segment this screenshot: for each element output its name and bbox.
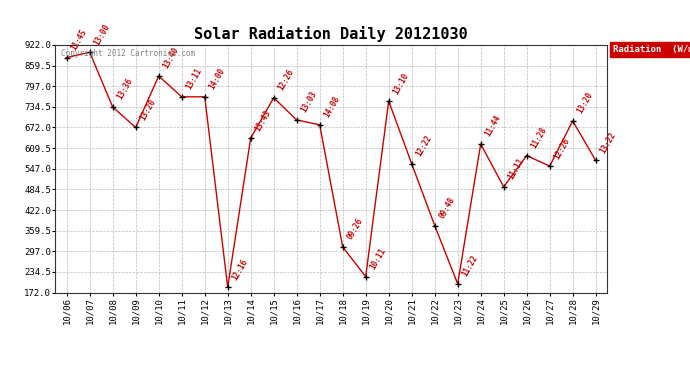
Text: 13:20: 13:20 (139, 98, 158, 122)
Text: 09:48: 09:48 (437, 195, 457, 220)
Text: 13:36: 13:36 (115, 77, 135, 102)
Text: 13:43: 13:43 (253, 108, 273, 132)
Text: Copyright 2012 Cartronics.com: Copyright 2012 Cartronics.com (61, 49, 195, 58)
Text: 13:03: 13:03 (299, 90, 319, 114)
Text: 09:26: 09:26 (346, 217, 365, 242)
Text: 13:40: 13:40 (161, 46, 181, 70)
Text: 11:11: 11:11 (506, 157, 526, 182)
Text: 13:00: 13:00 (92, 22, 112, 47)
Text: 12:22: 12:22 (415, 134, 434, 158)
Text: 11:28: 11:28 (529, 126, 549, 150)
Text: 11:22: 11:22 (460, 254, 480, 278)
Title: Solar Radiation Daily 20121030: Solar Radiation Daily 20121030 (195, 27, 468, 42)
Text: 12:26: 12:26 (553, 136, 572, 160)
Text: 12:26: 12:26 (277, 68, 296, 92)
Text: 14:08: 14:08 (322, 95, 342, 119)
Text: Radiation  (W/m2): Radiation (W/m2) (613, 45, 690, 54)
Text: 12:16: 12:16 (230, 257, 250, 282)
Text: 11:45: 11:45 (70, 27, 89, 52)
Text: 13:22: 13:22 (598, 130, 618, 155)
Text: 14:00: 14:00 (208, 67, 227, 91)
Text: 13:11: 13:11 (184, 67, 204, 91)
Text: 13:20: 13:20 (575, 91, 595, 116)
Text: 13:10: 13:10 (391, 71, 411, 96)
Text: 11:44: 11:44 (484, 114, 503, 138)
Text: 10:11: 10:11 (368, 247, 388, 271)
